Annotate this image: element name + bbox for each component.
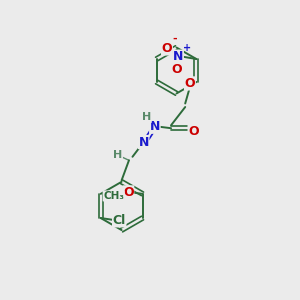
Text: O: O	[184, 77, 195, 90]
Text: O: O	[162, 42, 172, 55]
Text: N: N	[173, 50, 183, 63]
Text: O: O	[188, 125, 199, 138]
Text: H: H	[142, 112, 151, 122]
Text: -: -	[172, 34, 177, 44]
Text: +: +	[183, 44, 192, 53]
Text: H: H	[113, 150, 122, 160]
Text: O: O	[123, 186, 134, 199]
Text: CH₃: CH₃	[103, 191, 124, 201]
Text: N: N	[150, 120, 160, 133]
Text: O: O	[171, 62, 182, 76]
Text: N: N	[139, 136, 149, 148]
Text: Cl: Cl	[112, 214, 126, 227]
